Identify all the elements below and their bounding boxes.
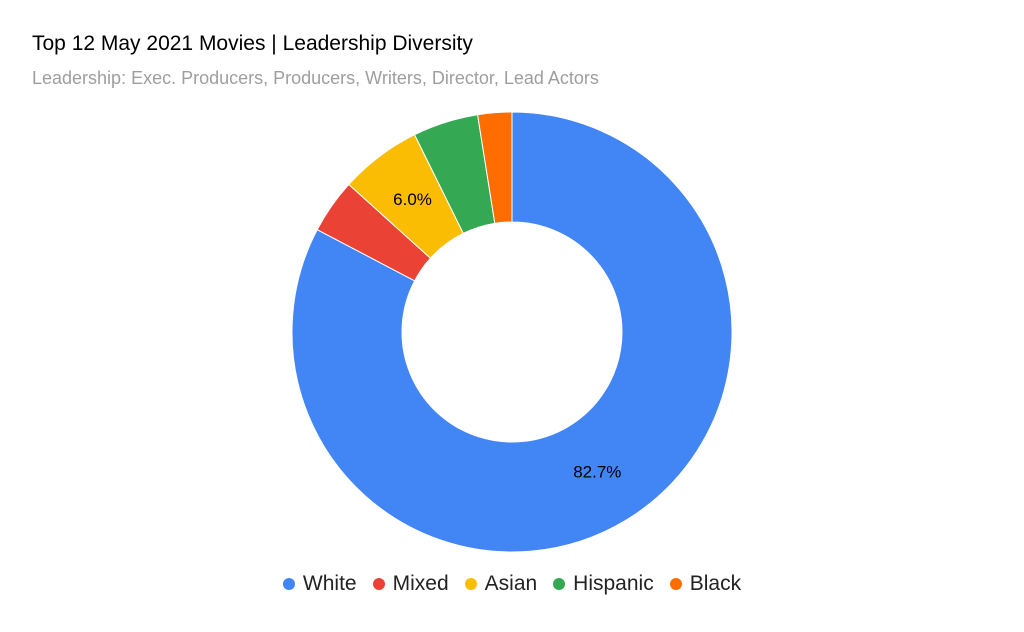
- chart-title: Top 12 May 2021 Movies | Leadership Dive…: [32, 32, 473, 55]
- donut-slice-white[interactable]: [291, 111, 733, 553]
- legend-item-asian[interactable]: Asian: [464, 572, 538, 596]
- legend-label: Mixed: [392, 572, 449, 595]
- legend-marker: [282, 578, 295, 590]
- legend-marker: [553, 578, 566, 590]
- legend-label: Black: [689, 572, 742, 595]
- chart-subtitle: Leadership: Exec. Producers, Producers, …: [32, 68, 599, 88]
- legend-item-hispanic[interactable]: Hispanic: [553, 572, 654, 596]
- legend-label: Hispanic: [573, 572, 654, 595]
- legend-item-black[interactable]: Black: [669, 572, 742, 596]
- legend-item-mixed[interactable]: Mixed: [372, 572, 449, 596]
- data-label-asian: 6.0%: [393, 190, 432, 209]
- legend-marker: [669, 578, 682, 590]
- chart-legend: White Mixed Asian Hispanic Black: [0, 572, 1024, 596]
- donut-slice-black[interactable]: [477, 111, 513, 224]
- data-label-white: 82.7%: [573, 463, 621, 482]
- legend-item-white[interactable]: White: [282, 572, 357, 596]
- legend-label: White: [302, 572, 357, 595]
- legend-label: Asian: [484, 572, 538, 595]
- legend-marker: [464, 578, 477, 590]
- legend-marker: [372, 578, 385, 590]
